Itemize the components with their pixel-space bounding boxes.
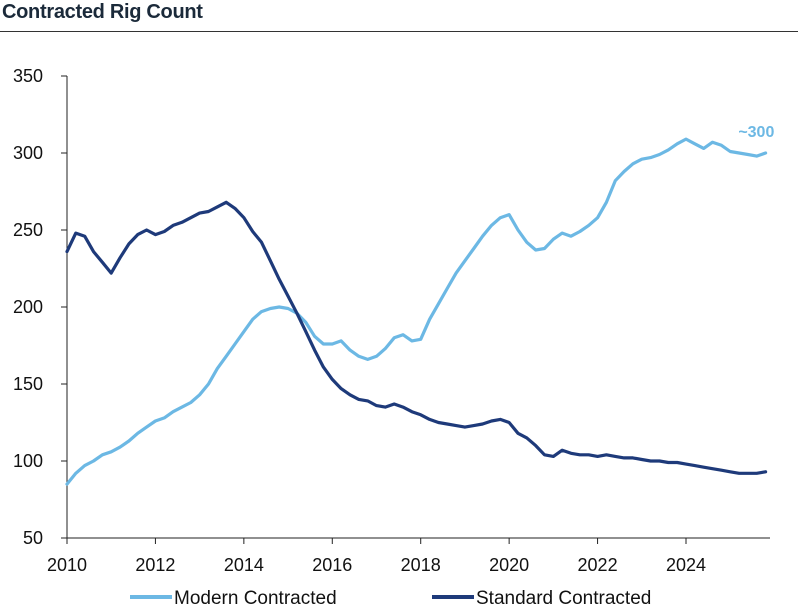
chart-title: Contracted Rig Count [2, 1, 203, 23]
y-tick-label: 100 [13, 451, 43, 471]
title-divider [0, 31, 798, 32]
x-tick-label: 2016 [312, 555, 352, 575]
legend-label: Standard Contracted [476, 588, 651, 609]
series-line-standard-contracted [65, 200, 768, 475]
annotation-label: ~300 [738, 124, 774, 141]
y-tick-label: 300 [13, 143, 43, 163]
x-tick-label: 2010 [47, 555, 87, 575]
x-tick-label: 2018 [401, 555, 441, 575]
legend: Modern Contracted Standard Contracted [130, 588, 651, 609]
y-tick-label: 50 [23, 528, 43, 548]
y-tick-label: 250 [13, 220, 43, 240]
x-tick-label: 2024 [666, 555, 706, 575]
y-tick-label: 200 [13, 297, 43, 317]
series-line-modern-contracted [65, 137, 768, 486]
x-tick-label: 2022 [578, 555, 618, 575]
annotation-layer: ~300 [738, 124, 774, 141]
legend-label: Modern Contracted [174, 588, 337, 609]
x-tick-label: 2020 [489, 555, 529, 575]
axes: 50 100 150 200 250 300 350 2010 2012 2014 2016 2018… [13, 66, 770, 575]
x-tick-label: 2014 [224, 555, 264, 575]
y-tick-label: 350 [13, 66, 43, 86]
y-tick-label: 150 [13, 374, 43, 394]
x-tick-label: 2012 [135, 555, 175, 575]
series-layer [65, 137, 768, 486]
